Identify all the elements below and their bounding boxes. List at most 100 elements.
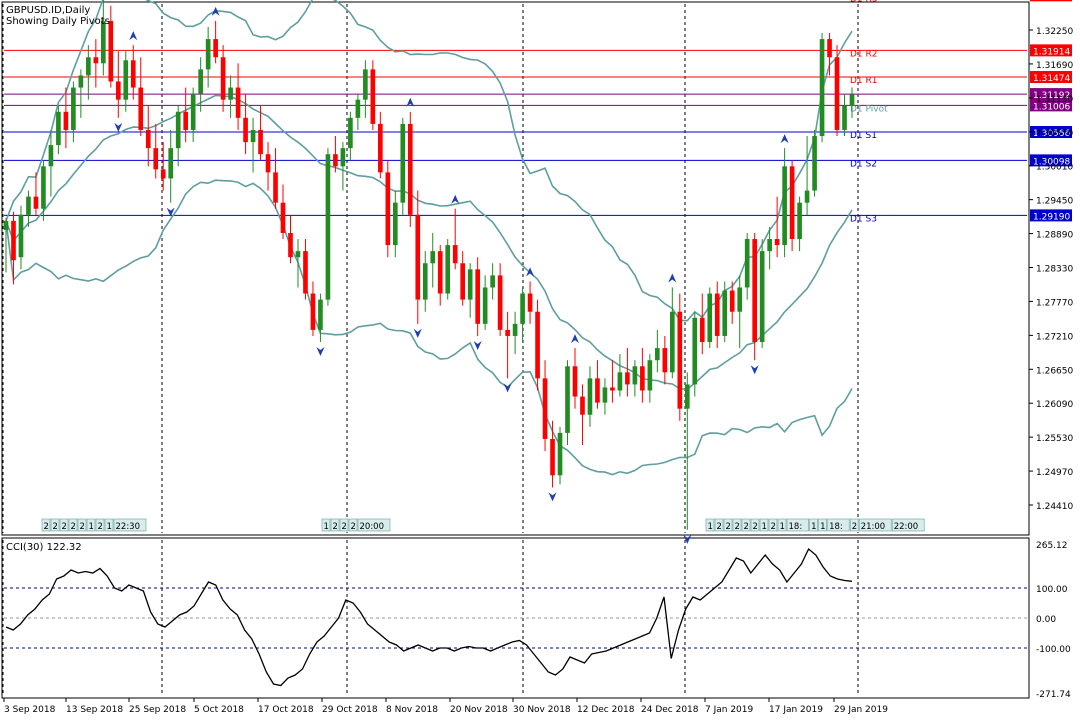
candle-body xyxy=(625,372,630,385)
price-tag-label: 1.31474 xyxy=(1033,74,1070,84)
candle-body xyxy=(303,251,308,294)
tag-strip-c-box xyxy=(750,518,760,532)
tag-strip-a-box xyxy=(77,518,87,532)
price-axis-label: 1.26090 xyxy=(1036,400,1073,410)
candle-body xyxy=(460,263,466,300)
price-axis-label: 1.32250 xyxy=(1036,27,1073,37)
tag-strip-c-box xyxy=(849,518,859,532)
candle-body xyxy=(363,69,368,100)
date-axis-label: 3 Sep 2018 xyxy=(4,705,56,715)
fractal-up-arrow xyxy=(129,31,138,41)
tag-strip-b-box xyxy=(348,518,358,532)
candle-body xyxy=(475,269,480,324)
candle-body xyxy=(11,220,16,261)
candle-body xyxy=(56,111,61,146)
candle-body xyxy=(580,396,585,415)
candle-body xyxy=(138,87,144,130)
candle-body xyxy=(797,202,802,240)
tag-strip-c-label: 1 xyxy=(820,522,825,532)
candle-body xyxy=(235,87,241,118)
price-tag xyxy=(1030,154,1072,167)
tag-strip-c-box xyxy=(741,518,751,532)
tag-strip-a-box xyxy=(59,518,69,532)
candle-body xyxy=(123,60,129,100)
candle-body xyxy=(430,251,436,264)
price-tag xyxy=(1030,71,1072,84)
cci-indicator xyxy=(4,547,1027,687)
cci-axis-label: -271.74 xyxy=(1036,690,1071,700)
candle-body xyxy=(452,245,458,264)
candle-body xyxy=(228,87,233,100)
candle-body xyxy=(632,366,638,385)
pivot-line-label: D1 R2 xyxy=(850,49,878,59)
cci-axis-label: -100.00 xyxy=(1036,645,1071,655)
tag-strip-c-box xyxy=(759,518,769,532)
candle-body xyxy=(265,154,271,173)
candle-body xyxy=(610,387,615,391)
candle-body xyxy=(190,93,196,130)
candle-body xyxy=(842,105,847,130)
tag-strip-c-box xyxy=(705,518,715,532)
candle-body xyxy=(213,39,218,58)
candle-body xyxy=(759,251,765,343)
date-axis-label: 20 Nov 2018 xyxy=(450,705,508,715)
tag-strip-c-label: 18: xyxy=(829,522,843,532)
candle-body xyxy=(333,154,338,167)
candle-body xyxy=(677,311,683,409)
price-axis-label: 1.28890 xyxy=(1036,231,1073,241)
tag-strip-b-label: 1 xyxy=(324,522,329,532)
current-price-label: 1.31192 xyxy=(1033,91,1070,101)
price-axis-label: 1.30010 xyxy=(1036,163,1073,173)
candle-body xyxy=(804,190,810,203)
candle-body xyxy=(505,329,510,336)
candle-body xyxy=(647,360,653,391)
candle-body xyxy=(722,290,728,336)
candle-body xyxy=(520,293,525,324)
tag-strip-c-label: 2 xyxy=(726,522,731,532)
candle-body xyxy=(497,275,503,330)
toolbar-tags: 2 2 2 2 2 1 2 1 22:30 1 2 2 2 20:00 1 2 2 2 2 2 1 2 1 18: 1 1 18: 2… xyxy=(41,518,925,532)
tag-strip-c-label: 2 xyxy=(753,522,758,532)
tag-strip-c-box xyxy=(858,518,892,532)
tag-strip-c-box xyxy=(732,518,742,532)
tag-strip-b-box xyxy=(357,518,391,532)
candle-body xyxy=(400,123,406,203)
price-axis-label: 1.31130 xyxy=(1036,95,1073,105)
tag-strip-c-box xyxy=(723,518,733,532)
tag-strip-c-label: 1 xyxy=(780,522,785,532)
tag-strip-a-box xyxy=(50,518,60,532)
tag-strip-b-label: 20:00 xyxy=(360,522,385,532)
candle-body xyxy=(849,94,855,106)
tag-strip-c-box xyxy=(818,518,827,532)
tag-strip-c-box xyxy=(777,518,787,532)
price-axis-label: 1.24970 xyxy=(1036,468,1073,478)
fractal-up-arrow xyxy=(406,97,415,107)
pivot-note: Showing Daily Pivots xyxy=(6,16,110,27)
candle-body xyxy=(752,239,757,343)
fractal-up-arrow xyxy=(211,6,220,16)
candle-body xyxy=(834,57,840,130)
tag-strip-a-label: 2 xyxy=(62,522,67,532)
tag-strip-c-label: 2 xyxy=(852,522,857,532)
candle-body xyxy=(153,148,159,170)
tag-strip-b-box xyxy=(330,518,340,532)
tag-strip-a-label: 22:30 xyxy=(116,522,141,532)
date-axis-label: 30 Nov 2018 xyxy=(513,705,571,715)
tag-strip-a-label: 2 xyxy=(80,522,85,532)
price-axis-label: 1.26650 xyxy=(1036,366,1073,376)
candle-body xyxy=(789,166,795,240)
candle-body xyxy=(385,172,391,246)
date-axis-label: 25 Sep 2018 xyxy=(129,705,186,715)
candle-body xyxy=(340,148,346,167)
tag-strip-c-label: 21:00 xyxy=(861,522,886,532)
date-axis-label: 24 Dec 2018 xyxy=(641,705,699,715)
tag-strip-a-box xyxy=(86,518,96,532)
tag-strip-c-box xyxy=(768,518,778,532)
candle-body xyxy=(587,378,593,415)
candles xyxy=(3,0,855,544)
candle-body xyxy=(115,81,121,100)
date-axis-label: 13 Sep 2018 xyxy=(66,705,123,715)
candle-body xyxy=(774,239,780,246)
candle-body xyxy=(71,87,76,130)
candle-body xyxy=(602,387,608,403)
